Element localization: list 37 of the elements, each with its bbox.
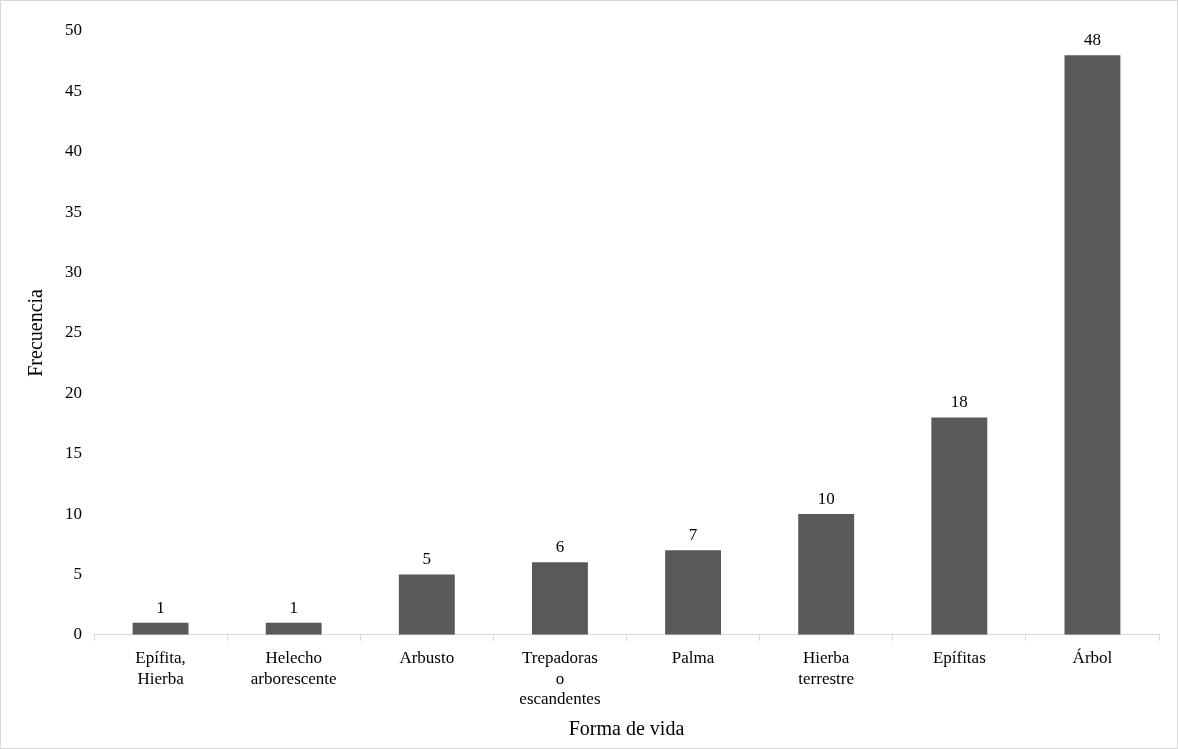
data-label: 48 xyxy=(1083,30,1101,50)
data-label: 10 xyxy=(817,489,835,509)
data-label: 1 xyxy=(289,597,298,617)
data-label: 6 xyxy=(555,537,565,557)
x-tick-label: Hierba terrestre xyxy=(798,648,855,688)
y-tick-label: 50 xyxy=(65,20,82,40)
x-tick-label: Epífita, Hierba xyxy=(135,648,186,688)
y-tick-label: 10 xyxy=(65,503,82,523)
y-tick-label: 5 xyxy=(73,563,82,583)
y-tick-label: 20 xyxy=(65,382,82,402)
y-tick-label: 15 xyxy=(65,443,82,463)
x-tick-label: Árbol xyxy=(1072,648,1113,668)
y-tick-label: 25 xyxy=(65,322,82,342)
y-axis-title: Frecuencia xyxy=(24,288,47,377)
bar xyxy=(531,562,588,635)
bar xyxy=(931,417,988,635)
bar xyxy=(798,514,855,635)
bar xyxy=(265,622,322,635)
x-tick-label: Helecho arborescente xyxy=(250,648,337,688)
x-axis-title: Forma de vida xyxy=(568,717,685,740)
y-tick-label: 0 xyxy=(73,624,82,644)
data-label: 5 xyxy=(422,549,432,569)
x-tick-label: Palma xyxy=(671,648,715,668)
data-label: 1 xyxy=(156,597,165,617)
bar xyxy=(132,622,189,635)
x-tick-label: Epífitas xyxy=(932,648,986,668)
x-tick-label: Arbusto xyxy=(399,648,455,668)
y-tick-label: 40 xyxy=(65,141,82,161)
data-label: 7 xyxy=(688,525,698,545)
y-tick-label: 35 xyxy=(65,201,82,221)
bar xyxy=(1064,55,1121,635)
data-label: 18 xyxy=(950,392,968,412)
bar xyxy=(665,550,722,635)
y-tick-label: 30 xyxy=(65,261,82,281)
y-tick-label: 45 xyxy=(65,80,82,100)
x-tick-label: Trepadoras o escandentes xyxy=(519,648,601,709)
bar xyxy=(398,574,455,635)
